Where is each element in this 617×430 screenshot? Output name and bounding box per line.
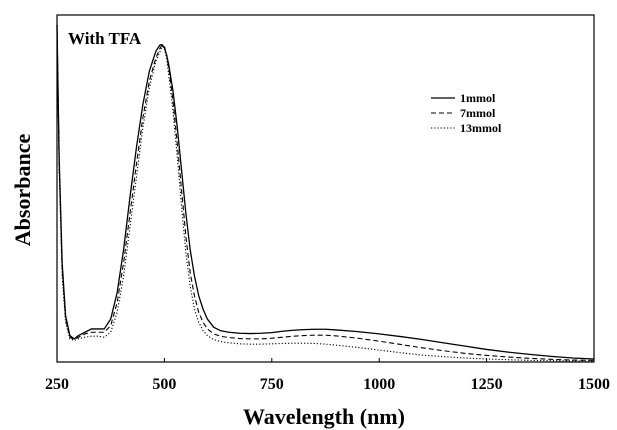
y-axis-label: Absorbance <box>10 134 35 247</box>
legend-label: 13mmol <box>460 121 502 135</box>
x-tick-label: 500 <box>152 376 176 393</box>
x-tick-label: 1500 <box>578 376 610 393</box>
x-tick-label: 250 <box>45 376 69 393</box>
series-line-13mmol <box>56 24 594 362</box>
legend-label: 7mmol <box>460 106 496 120</box>
x-axis-label: Wavelength (nm) <box>243 404 405 429</box>
plot-frame <box>56 14 595 363</box>
x-tick-label: 1000 <box>363 376 395 393</box>
chart-annotation: With TFA <box>68 29 142 48</box>
x-tick-label: 1250 <box>471 376 503 393</box>
x-tick-label: 750 <box>260 376 284 393</box>
legend-label: 1mmol <box>460 91 496 105</box>
series-line-7mmol <box>56 24 595 361</box>
series-line-1mmol <box>56 24 595 360</box>
